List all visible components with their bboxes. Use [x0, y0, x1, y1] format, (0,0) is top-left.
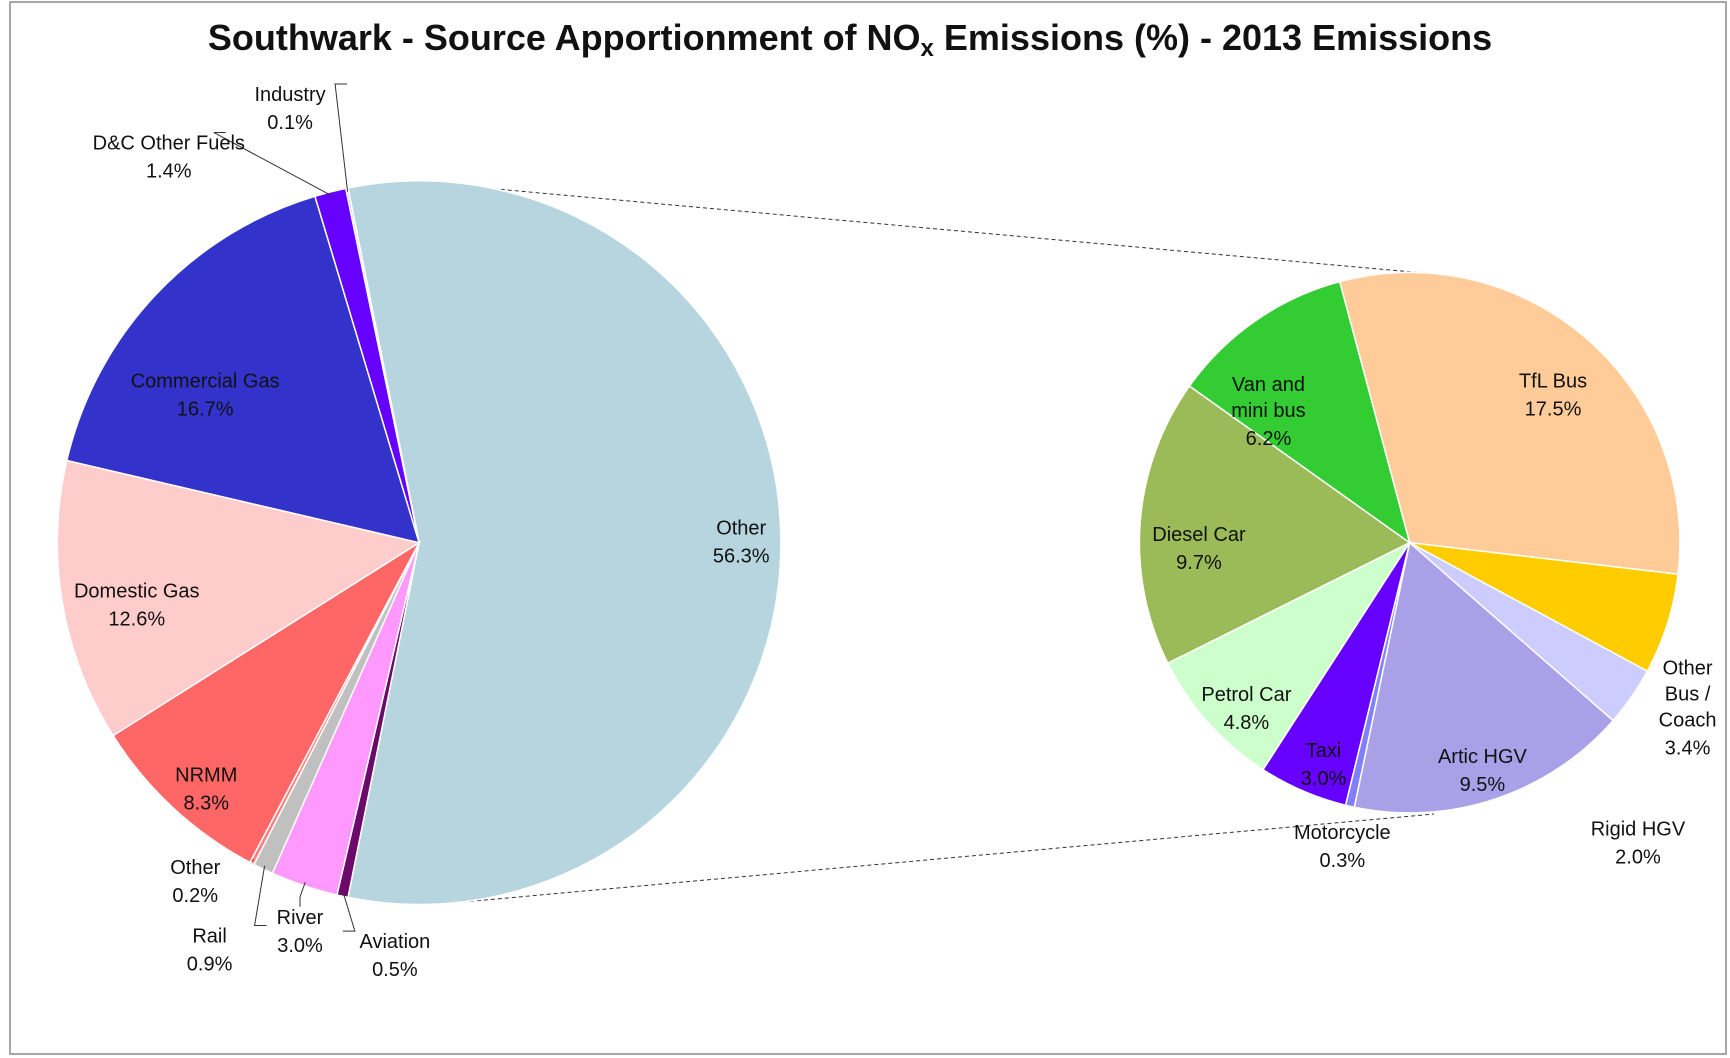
pie-slice	[56, 459, 422, 737]
pie-slice	[65, 195, 421, 544]
value-label: 2.0%	[1615, 847, 1661, 869]
pie-slice	[1353, 541, 1615, 814]
value-label: 0.9%	[187, 954, 233, 976]
category-label: River	[277, 907, 324, 929]
category-label: Domestic Gas	[74, 581, 200, 603]
data-label: Commercial Gas 16.7%	[131, 371, 280, 421]
connector-line	[451, 184, 1435, 275]
value-label: 56.3%	[713, 546, 770, 568]
data-label: Other Bus / Coach 3.4%	[1659, 658, 1717, 760]
category-label-line: Other	[1663, 658, 1713, 680]
category-label: Rail	[192, 926, 226, 948]
pie-slice	[112, 540, 422, 864]
data-label: Other 56.3%	[713, 518, 770, 568]
leader-line	[253, 865, 267, 927]
value-label: 0.1%	[267, 112, 313, 134]
value-label: 8.3%	[183, 793, 229, 815]
data-label: Rigid HGV 2.0%	[1591, 819, 1686, 869]
category-label: Commercial Gas	[131, 371, 280, 393]
value-label: 0.2%	[172, 885, 218, 907]
category-label: Rigid HGV	[1591, 819, 1686, 841]
pie-slice	[347, 180, 782, 906]
category-label-line: mini bus	[1231, 400, 1305, 422]
category-label: Other	[716, 518, 766, 540]
value-label: 0.3%	[1320, 850, 1366, 872]
data-label: Rail 0.9%	[187, 926, 233, 976]
category-label: TfL Bus	[1519, 371, 1587, 393]
value-label: 16.7%	[177, 399, 234, 421]
value-label: 12.6%	[108, 609, 165, 631]
category-label: Taxi	[1306, 741, 1342, 763]
data-label: Industry 0.1%	[255, 84, 326, 134]
category-label: Other Bus / Coach	[1659, 658, 1717, 732]
category-label: Aviation	[359, 931, 430, 953]
category-label: NRMM	[175, 765, 237, 787]
chart-title: Southwark - Source Apportionment of NOx …	[208, 17, 1492, 63]
leader-line	[342, 892, 356, 932]
category-label: Van and mini bus	[1231, 374, 1305, 422]
category-label: Diesel Car	[1152, 524, 1246, 546]
data-label: Domestic Gas 12.6%	[74, 581, 200, 631]
pie-slice	[1166, 540, 1412, 771]
data-label: Other 0.2%	[170, 857, 220, 907]
title-part: Southwark - Source Apportionment of NO	[208, 17, 921, 58]
leader-line	[299, 882, 306, 907]
data-label: Aviation 0.5%	[359, 931, 430, 981]
pie-slice	[1138, 384, 1412, 665]
value-label: 0.5%	[372, 959, 418, 981]
category-label: Artic HGV	[1438, 746, 1528, 768]
connector-line	[462, 813, 1435, 903]
category-label: D&C Other Fuels	[93, 133, 245, 155]
data-label: NRMM 8.3%	[175, 765, 237, 815]
data-label: Artic HGV 9.5%	[1438, 746, 1528, 796]
data-label: TfL Bus 17.5%	[1519, 371, 1587, 421]
category-label-line: Coach	[1659, 710, 1717, 732]
data-label: Motorcycle 0.3%	[1294, 822, 1391, 872]
category-label-line: Van and	[1232, 374, 1305, 396]
data-label: Taxi 3.0%	[1301, 741, 1347, 791]
category-label: Motorcycle	[1294, 822, 1391, 844]
data-label: D&C Other Fuels 1.4%	[93, 133, 245, 183]
value-label: 4.8%	[1224, 712, 1270, 734]
pie-slice	[1188, 280, 1411, 545]
data-label: River 3.0%	[277, 907, 324, 957]
leader-line	[213, 131, 332, 196]
category-label: Other	[170, 857, 220, 879]
data-label: Van and mini bus 6.2%	[1231, 374, 1305, 450]
leader-line	[334, 83, 349, 192]
data-label: Petrol Car 4.8%	[1201, 684, 1291, 734]
title-part: Emissions (%) - 2013 Emissions	[934, 17, 1492, 58]
value-label: 9.7%	[1176, 552, 1222, 574]
pie-slice	[1338, 271, 1681, 576]
value-label: 6.2%	[1246, 428, 1292, 450]
value-label: 9.5%	[1460, 774, 1506, 796]
category-label-line: Bus /	[1665, 684, 1711, 706]
title-subscript: x	[921, 35, 935, 62]
value-label: 3.4%	[1665, 738, 1711, 760]
category-label: Petrol Car	[1201, 684, 1291, 706]
value-label: 3.0%	[277, 935, 323, 957]
data-label: Diesel Car 9.7%	[1152, 524, 1246, 574]
category-label: Industry	[255, 84, 326, 106]
value-label: 3.0%	[1301, 769, 1347, 791]
value-label: 17.5%	[1525, 399, 1582, 421]
value-label: 1.4%	[146, 161, 192, 183]
